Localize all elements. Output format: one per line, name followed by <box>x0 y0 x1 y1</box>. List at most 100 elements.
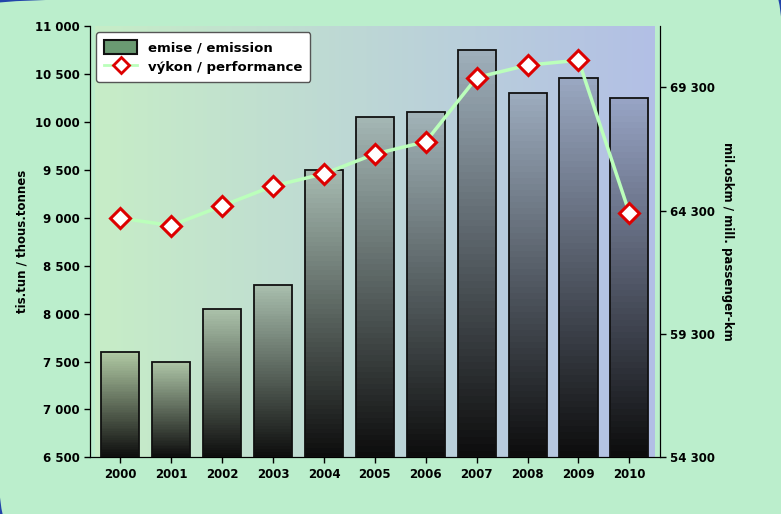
Bar <box>102 399 140 401</box>
Bar <box>102 424 140 426</box>
Bar <box>407 411 445 417</box>
Bar <box>508 421 547 427</box>
Bar <box>458 444 496 451</box>
Bar <box>610 338 648 343</box>
Bar <box>254 403 292 406</box>
Bar <box>610 253 648 260</box>
Bar <box>203 324 241 326</box>
Bar <box>254 319 292 322</box>
Bar <box>458 84 496 90</box>
Bar <box>508 208 547 214</box>
Bar <box>254 322 292 325</box>
Bar <box>458 253 496 261</box>
Bar <box>203 341 241 343</box>
Bar <box>203 346 241 348</box>
Bar <box>203 430 241 433</box>
Bar <box>102 454 140 456</box>
Bar <box>254 437 292 440</box>
Bar <box>305 270 343 275</box>
Bar <box>559 179 597 186</box>
Bar <box>203 356 241 358</box>
Bar <box>458 213 496 219</box>
Bar <box>458 356 496 362</box>
Bar <box>610 386 648 392</box>
Bar <box>152 366 191 368</box>
Bar <box>203 415 241 418</box>
Bar <box>508 196 547 202</box>
Bar <box>356 412 394 418</box>
Bar <box>152 417 191 419</box>
Bar <box>458 97 496 104</box>
Bar <box>102 436 140 438</box>
Bar <box>254 285 292 457</box>
Bar <box>254 406 292 409</box>
Bar <box>102 387 140 389</box>
Bar <box>305 232 343 237</box>
Bar <box>559 98 597 104</box>
Bar <box>356 424 394 429</box>
Bar <box>305 414 343 419</box>
Bar <box>152 389 191 390</box>
Bar <box>458 287 496 295</box>
Bar <box>305 453 343 457</box>
Bar <box>610 271 648 278</box>
Bar <box>610 403 648 410</box>
Bar <box>508 391 547 397</box>
Bar <box>610 397 648 403</box>
Bar <box>203 440 241 443</box>
Bar <box>356 361 394 366</box>
Bar <box>254 371 292 374</box>
Bar <box>559 356 597 363</box>
Bar <box>407 181 445 187</box>
Bar <box>508 263 547 269</box>
Bar <box>102 356 140 357</box>
Bar <box>305 438 343 443</box>
Bar <box>254 290 292 293</box>
Bar <box>508 348 547 354</box>
Bar <box>203 393 241 395</box>
Bar <box>559 268 597 274</box>
Bar <box>458 430 496 437</box>
Bar <box>610 122 648 127</box>
Bar <box>407 152 445 158</box>
Bar <box>356 236 394 242</box>
Bar <box>102 419 140 420</box>
Bar <box>152 423 191 424</box>
Bar <box>508 451 547 457</box>
Bar <box>356 327 394 333</box>
Bar <box>203 343 241 346</box>
Bar <box>356 117 394 122</box>
Bar <box>203 366 241 368</box>
Bar <box>610 350 648 356</box>
Bar <box>458 348 496 356</box>
Bar <box>458 247 496 253</box>
Bar <box>407 285 445 290</box>
Bar <box>559 344 597 350</box>
Bar <box>559 300 597 306</box>
Bar <box>356 293 394 299</box>
Bar <box>559 192 597 198</box>
Bar <box>305 213 343 217</box>
Bar <box>356 389 394 395</box>
Bar <box>458 192 496 199</box>
Bar <box>254 429 292 432</box>
Bar <box>102 352 140 457</box>
Bar <box>254 377 292 380</box>
Bar <box>610 170 648 176</box>
Bar <box>610 266 648 271</box>
Bar <box>254 389 292 391</box>
Bar <box>356 191 394 196</box>
Bar <box>203 455 241 457</box>
Bar <box>356 366 394 372</box>
Bar <box>407 204 445 210</box>
Bar <box>152 420 191 423</box>
Bar <box>559 274 597 281</box>
Bar <box>152 449 191 451</box>
Bar <box>559 369 597 375</box>
Bar <box>610 98 648 104</box>
Bar <box>254 337 292 339</box>
Bar <box>152 442 191 443</box>
Bar <box>305 289 343 295</box>
Bar <box>203 319 241 321</box>
Bar <box>458 390 496 396</box>
